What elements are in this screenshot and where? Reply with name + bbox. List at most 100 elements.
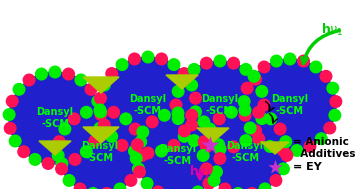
Circle shape bbox=[187, 134, 201, 147]
Circle shape bbox=[155, 145, 168, 158]
Circle shape bbox=[105, 130, 118, 143]
Circle shape bbox=[98, 119, 111, 131]
Text: h$\nu_1$: h$\nu_1$ bbox=[321, 22, 343, 38]
Circle shape bbox=[141, 177, 154, 189]
Point bbox=[272, 166, 278, 169]
Circle shape bbox=[23, 74, 36, 87]
Circle shape bbox=[328, 109, 341, 122]
Circle shape bbox=[185, 119, 198, 131]
Circle shape bbox=[94, 92, 107, 105]
Text: Dansyl
-SCM: Dansyl -SCM bbox=[159, 144, 197, 166]
Circle shape bbox=[244, 122, 257, 135]
Circle shape bbox=[200, 140, 213, 153]
Text: = Anionic
  Additives: = Anionic Additives bbox=[293, 137, 356, 159]
Text: Dansyl
-SCM: Dansyl -SCM bbox=[272, 94, 309, 116]
Circle shape bbox=[167, 139, 181, 152]
Circle shape bbox=[245, 187, 258, 189]
Circle shape bbox=[115, 58, 128, 71]
Circle shape bbox=[297, 55, 310, 67]
Circle shape bbox=[227, 140, 240, 153]
Circle shape bbox=[119, 112, 132, 125]
Circle shape bbox=[178, 73, 191, 86]
Polygon shape bbox=[83, 77, 119, 93]
Circle shape bbox=[309, 60, 323, 74]
Circle shape bbox=[239, 109, 252, 122]
Circle shape bbox=[280, 149, 293, 162]
Circle shape bbox=[128, 145, 141, 158]
Circle shape bbox=[63, 174, 76, 187]
Circle shape bbox=[270, 55, 283, 67]
Polygon shape bbox=[166, 75, 198, 89]
Circle shape bbox=[94, 108, 107, 121]
Text: = EY: = EY bbox=[293, 162, 322, 172]
Circle shape bbox=[187, 63, 201, 76]
Circle shape bbox=[241, 82, 254, 95]
Circle shape bbox=[134, 135, 147, 148]
Circle shape bbox=[172, 112, 185, 125]
Circle shape bbox=[74, 74, 87, 87]
Circle shape bbox=[151, 185, 165, 189]
Circle shape bbox=[249, 73, 262, 86]
Circle shape bbox=[133, 165, 146, 178]
Circle shape bbox=[207, 125, 219, 139]
Circle shape bbox=[232, 187, 245, 189]
Circle shape bbox=[274, 122, 287, 136]
Circle shape bbox=[210, 165, 223, 178]
Circle shape bbox=[279, 135, 292, 148]
Circle shape bbox=[264, 140, 277, 153]
Polygon shape bbox=[39, 141, 71, 155]
Text: Dansyl
-SCM: Dansyl -SCM bbox=[130, 94, 167, 116]
Circle shape bbox=[189, 92, 202, 105]
Text: h$\nu_2$: h$\nu_2$ bbox=[189, 164, 211, 180]
Circle shape bbox=[203, 110, 287, 189]
Circle shape bbox=[3, 108, 16, 121]
Circle shape bbox=[124, 174, 137, 187]
Circle shape bbox=[55, 157, 68, 170]
Circle shape bbox=[258, 60, 270, 74]
Circle shape bbox=[114, 182, 126, 189]
Circle shape bbox=[227, 57, 240, 70]
Text: Dansyl
-SCM: Dansyl -SCM bbox=[201, 94, 238, 116]
Circle shape bbox=[277, 162, 290, 175]
Circle shape bbox=[53, 135, 66, 148]
Circle shape bbox=[249, 124, 262, 137]
Circle shape bbox=[136, 113, 220, 189]
Circle shape bbox=[178, 67, 191, 80]
Circle shape bbox=[48, 66, 62, 78]
Circle shape bbox=[131, 138, 144, 151]
Circle shape bbox=[203, 122, 216, 136]
Circle shape bbox=[172, 85, 185, 98]
Circle shape bbox=[128, 122, 142, 136]
Circle shape bbox=[171, 106, 185, 119]
Circle shape bbox=[197, 115, 210, 128]
Circle shape bbox=[284, 53, 297, 66]
Circle shape bbox=[326, 82, 339, 95]
Circle shape bbox=[17, 145, 30, 158]
Circle shape bbox=[252, 132, 265, 145]
Circle shape bbox=[315, 132, 328, 145]
Circle shape bbox=[178, 130, 191, 143]
Point bbox=[207, 143, 213, 146]
Circle shape bbox=[238, 104, 252, 116]
Circle shape bbox=[178, 124, 191, 137]
Circle shape bbox=[167, 58, 181, 71]
Circle shape bbox=[207, 174, 221, 187]
Circle shape bbox=[146, 115, 159, 128]
Circle shape bbox=[200, 162, 213, 175]
Text: Dansyl
-SCM: Dansyl -SCM bbox=[82, 141, 119, 163]
Circle shape bbox=[197, 149, 210, 162]
Circle shape bbox=[74, 182, 87, 189]
Circle shape bbox=[142, 146, 154, 160]
Circle shape bbox=[240, 134, 252, 147]
Circle shape bbox=[248, 70, 261, 83]
Circle shape bbox=[240, 63, 252, 76]
Circle shape bbox=[9, 135, 22, 147]
Circle shape bbox=[94, 105, 107, 118]
Circle shape bbox=[28, 153, 41, 166]
Polygon shape bbox=[197, 128, 229, 142]
Circle shape bbox=[320, 70, 332, 83]
Circle shape bbox=[105, 67, 118, 80]
Circle shape bbox=[213, 112, 226, 125]
Circle shape bbox=[98, 79, 111, 91]
Circle shape bbox=[225, 106, 238, 119]
